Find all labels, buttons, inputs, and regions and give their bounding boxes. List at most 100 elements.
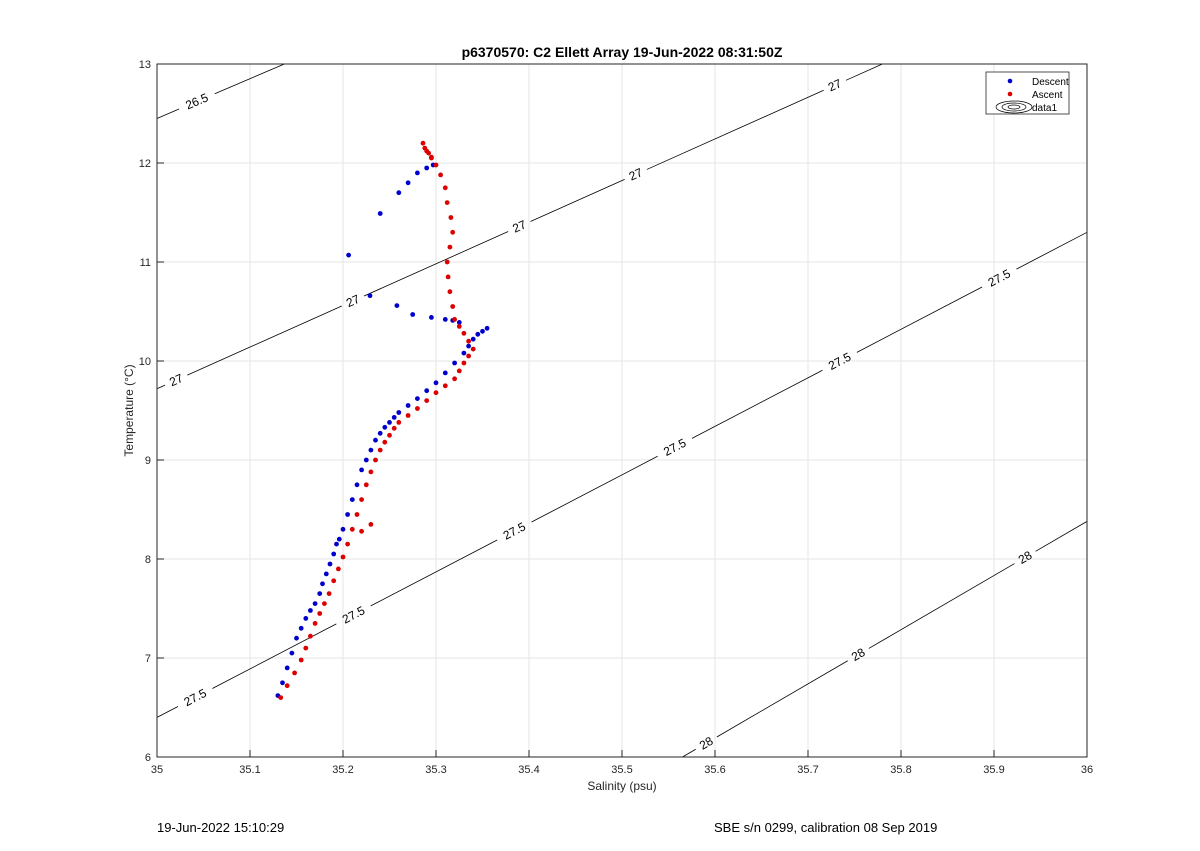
legend-contour-icon — [995, 100, 1033, 114]
point-descent — [415, 396, 420, 401]
point-ascent — [444, 259, 450, 265]
x-tick-label: 35 — [151, 764, 163, 776]
point-descent — [415, 170, 420, 176]
point-ascent — [420, 140, 426, 146]
point-descent — [289, 650, 295, 656]
contour-line — [156, 384, 166, 390]
point-ascent — [368, 522, 374, 527]
point-ascent — [452, 317, 457, 322]
legend-marker-descent — [1007, 78, 1013, 84]
contour-label: 27 — [627, 165, 645, 183]
contour-line — [646, 89, 824, 170]
point-descent — [346, 252, 351, 258]
axis-ticks: 35 35.1 35.2 35.3 35.4 35.5 35.6 35.7 35.8 35.9 36… — [139, 59, 1093, 776]
point-ascent — [387, 432, 392, 438]
contour-line — [868, 563, 1015, 649]
point-descent — [294, 635, 299, 641]
y-tick-label: 10 — [139, 356, 151, 368]
point-descent — [475, 331, 481, 337]
point-ascent — [336, 566, 341, 572]
y-tick-label: 6 — [145, 752, 151, 764]
point-ascent — [461, 360, 467, 366]
point-descent — [433, 380, 439, 386]
point-descent — [456, 320, 462, 325]
legend-marker-ascent — [1007, 91, 1013, 97]
point-ascent — [284, 683, 290, 689]
point-descent — [349, 497, 355, 502]
point-descent — [470, 336, 476, 342]
y-tick-label: 12 — [139, 158, 151, 170]
contour-line — [156, 706, 179, 718]
point-descent — [354, 482, 360, 488]
point-ascent — [396, 420, 402, 425]
point-descent — [327, 561, 333, 567]
contour-label: 27 — [167, 371, 185, 389]
contour-line — [716, 660, 848, 738]
point-descent — [382, 424, 388, 430]
x-axis-label: Salinity (psu) — [587, 779, 656, 793]
point-ascent — [298, 657, 304, 663]
point-ascent — [368, 469, 374, 475]
contour-line — [530, 179, 625, 222]
x-tick-label: 35.4 — [518, 764, 539, 776]
point-ascent — [354, 512, 360, 517]
legend: Descent Ascent data1 — [985, 71, 1070, 115]
point-descent — [317, 591, 323, 596]
point-ascent — [424, 148, 430, 154]
point-descent — [396, 190, 402, 196]
point-descent — [367, 293, 373, 299]
point-ascent — [322, 601, 327, 606]
point-ascent — [456, 324, 462, 329]
point-ascent — [447, 289, 453, 295]
point-descent — [303, 616, 309, 621]
x-tick-label: 35.1 — [239, 764, 260, 776]
point-descent — [363, 457, 369, 463]
point-descent — [424, 388, 430, 394]
point-ascent — [444, 200, 450, 206]
point-descent — [405, 180, 411, 186]
point-descent — [331, 551, 337, 557]
point-ascent — [466, 338, 471, 344]
contour-label: 28 — [1016, 548, 1035, 567]
contour-label: 28 — [849, 645, 868, 664]
point-descent — [429, 315, 434, 320]
point-ascent — [331, 578, 337, 584]
y-tick-label: 9 — [145, 455, 151, 467]
point-ascent — [433, 162, 439, 168]
point-descent — [340, 526, 346, 532]
point-ascent — [405, 413, 411, 418]
legend-label-descent: Descent — [1032, 77, 1069, 88]
point-descent — [396, 410, 402, 415]
legend-contour-ring — [1007, 104, 1021, 110]
legend-contour-ring — [995, 100, 1033, 114]
point-ascent — [466, 353, 471, 359]
point-ascent — [363, 482, 369, 488]
point-ascent — [359, 497, 364, 502]
point-ascent — [447, 244, 453, 250]
chart-title: p6370570: C2 Ellett Array 19-Jun-2022 08… — [462, 44, 783, 60]
point-ascent — [452, 376, 457, 382]
point-descent — [461, 350, 467, 356]
data-points — [275, 140, 490, 700]
point-ascent — [317, 611, 323, 616]
point-ascent — [382, 439, 388, 445]
footer-timestamp: 19-Jun-2022 15:10:29 — [157, 820, 285, 835]
point-descent — [368, 447, 374, 453]
point-descent — [308, 608, 313, 613]
contour-label: 28 — [697, 734, 716, 753]
contour-line — [531, 455, 658, 523]
point-descent — [480, 328, 485, 334]
point-ascent — [415, 406, 420, 411]
y-tick-label: 11 — [140, 257, 151, 269]
point-ascent — [292, 670, 297, 676]
point-descent — [442, 317, 448, 322]
point-ascent — [438, 172, 443, 178]
y-tick-label: 7 — [145, 653, 151, 665]
point-ascent — [442, 383, 448, 389]
point-ascent — [312, 621, 318, 626]
x-tick-label: 35.2 — [332, 764, 353, 776]
point-descent — [334, 541, 339, 547]
contour-line — [156, 108, 180, 119]
point-descent — [312, 601, 318, 606]
